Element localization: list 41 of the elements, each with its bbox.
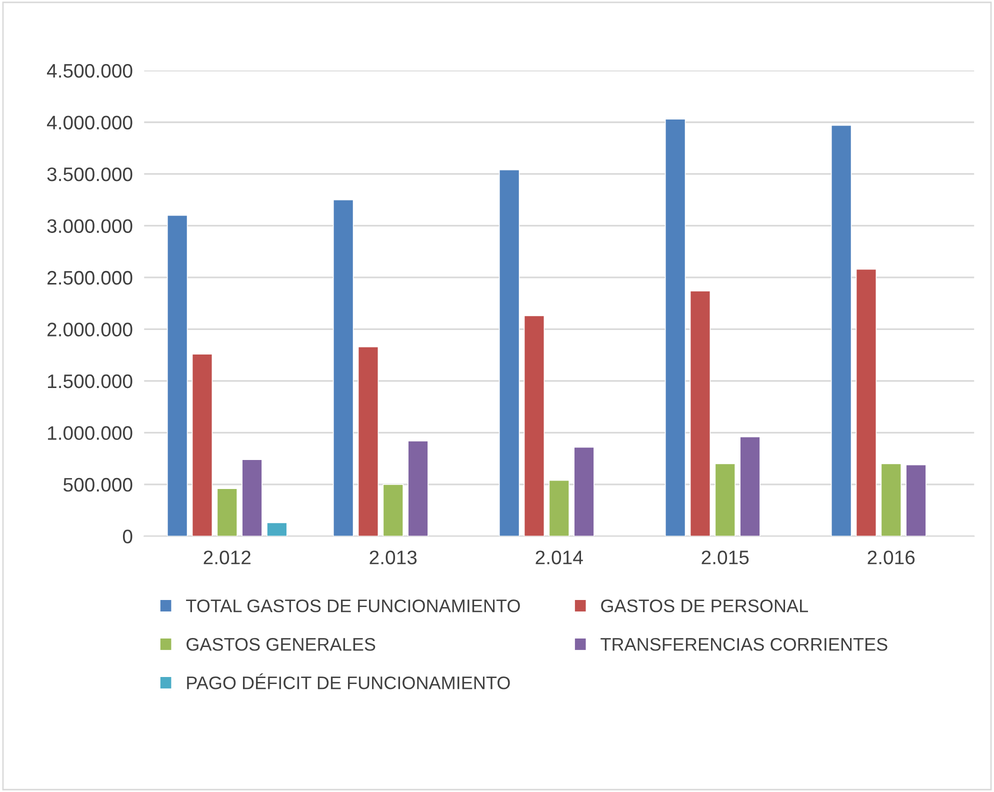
y-tick-label: 2.000.000 [48, 322, 132, 336]
x-tick-label: 2.015 [702, 550, 749, 564]
y-tick-label: 3.000.000 [47, 219, 132, 233]
x-tick-label: 2.013 [370, 550, 417, 564]
bar [906, 464, 926, 536]
bar [498, 169, 520, 536]
y-tick-label: 1.500.000 [48, 374, 132, 388]
bar [166, 214, 188, 536]
bar [830, 124, 852, 536]
x-tick-label: 2.016 [868, 550, 915, 564]
bar [382, 484, 404, 536]
legend-label: GASTOS GENERALES [186, 638, 376, 651]
bar [524, 315, 545, 536]
bar [856, 268, 877, 536]
bar [408, 440, 428, 536]
bar [690, 290, 711, 536]
legend-label: GASTOS DE PERSONAL [601, 599, 808, 612]
y-tick-label: 0 [122, 530, 132, 544]
y-tick-label: 500.000 [64, 478, 132, 492]
bar [332, 199, 354, 536]
bar [192, 354, 213, 536]
bar [714, 463, 736, 536]
bar [216, 488, 238, 536]
y-tick-label: 2.500.000 [48, 270, 132, 285]
bar [358, 346, 379, 536]
x-tick-label: 2.012 [204, 550, 250, 564]
x-tick-label: 2.014 [536, 550, 583, 564]
bar [740, 436, 760, 536]
bar [548, 480, 570, 536]
bar [574, 446, 594, 536]
bar [880, 463, 902, 536]
y-tick-label: 3.500.000 [47, 167, 132, 182]
bar [266, 522, 288, 536]
y-tick-label: 1.000.000 [48, 426, 132, 440]
y-tick-label: 4.000.000 [46, 116, 132, 130]
legend-label: TOTAL GASTOS DE FUNCIONAMIENTO [186, 599, 520, 612]
legend-label: TRANSFERENCIAS CORRIENTES [600, 638, 888, 651]
y-tick-label: 4.500.000 [46, 64, 132, 78]
legend-label: PAGO DÉFICIT DE FUNCIONAMIENTO [187, 673, 510, 690]
bar [664, 118, 686, 536]
bar [242, 459, 262, 536]
